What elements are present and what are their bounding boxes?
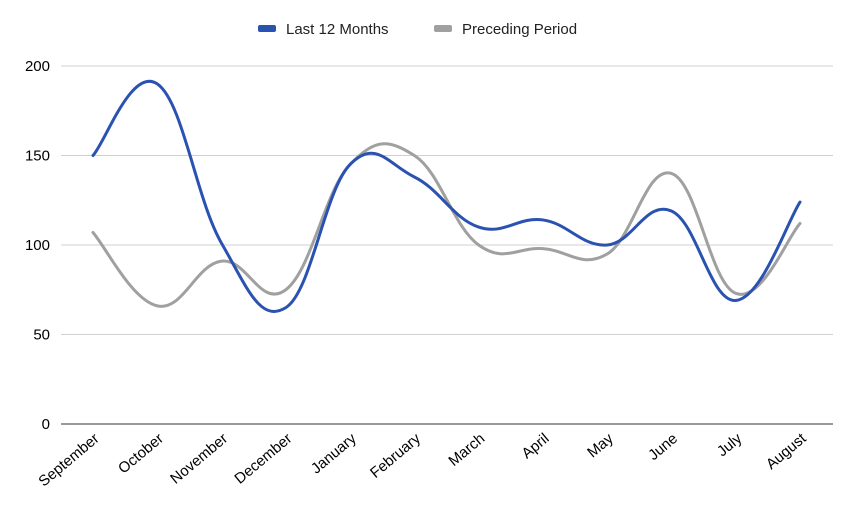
series-lines: [91, 79, 802, 313]
x-tick-label-january: January: [308, 430, 360, 478]
legend-item-last-12-months[interactable]: Last 12 Months: [258, 21, 389, 38]
legend-swatch: [434, 25, 452, 32]
x-tick-label-august: August: [763, 430, 810, 474]
x-tick-label-june: June: [645, 430, 681, 464]
y-tick-label-200: 200: [25, 58, 50, 75]
legend-label: Last 12 Months: [286, 21, 389, 38]
x-tick-labels: September October November December January F…: [35, 430, 810, 491]
y-tick-label-150: 150: [25, 148, 50, 165]
y-tick-label-50: 50: [33, 327, 50, 344]
x-tick-label-july: July: [714, 430, 746, 460]
legend-item-preceding-period[interactable]: Preceding Period: [434, 21, 577, 38]
x-tick-label-november: November: [167, 430, 231, 488]
x-tick-label-september: September: [35, 430, 102, 490]
series-line-preceding-period[interactable]: [91, 142, 802, 308]
x-tick-label-december: December: [231, 430, 295, 488]
y-tick-label-100: 100: [25, 237, 50, 254]
x-tick-label-march: March: [445, 430, 488, 470]
x-tick-label-february: February: [367, 430, 424, 482]
y-tick-labels: 0 50 100 150 200: [25, 58, 50, 433]
x-tick-label-october: October: [115, 430, 167, 477]
legend-label: Preceding Period: [462, 21, 577, 38]
legend[interactable]: Last 12 Months Preceding Period: [258, 21, 577, 38]
x-tick-label-may: May: [584, 430, 617, 462]
x-tick-label-april: April: [519, 430, 553, 462]
y-tick-label-0: 0: [42, 416, 50, 433]
series-line-last-12-months[interactable]: [91, 79, 802, 313]
legend-swatch: [258, 25, 276, 32]
